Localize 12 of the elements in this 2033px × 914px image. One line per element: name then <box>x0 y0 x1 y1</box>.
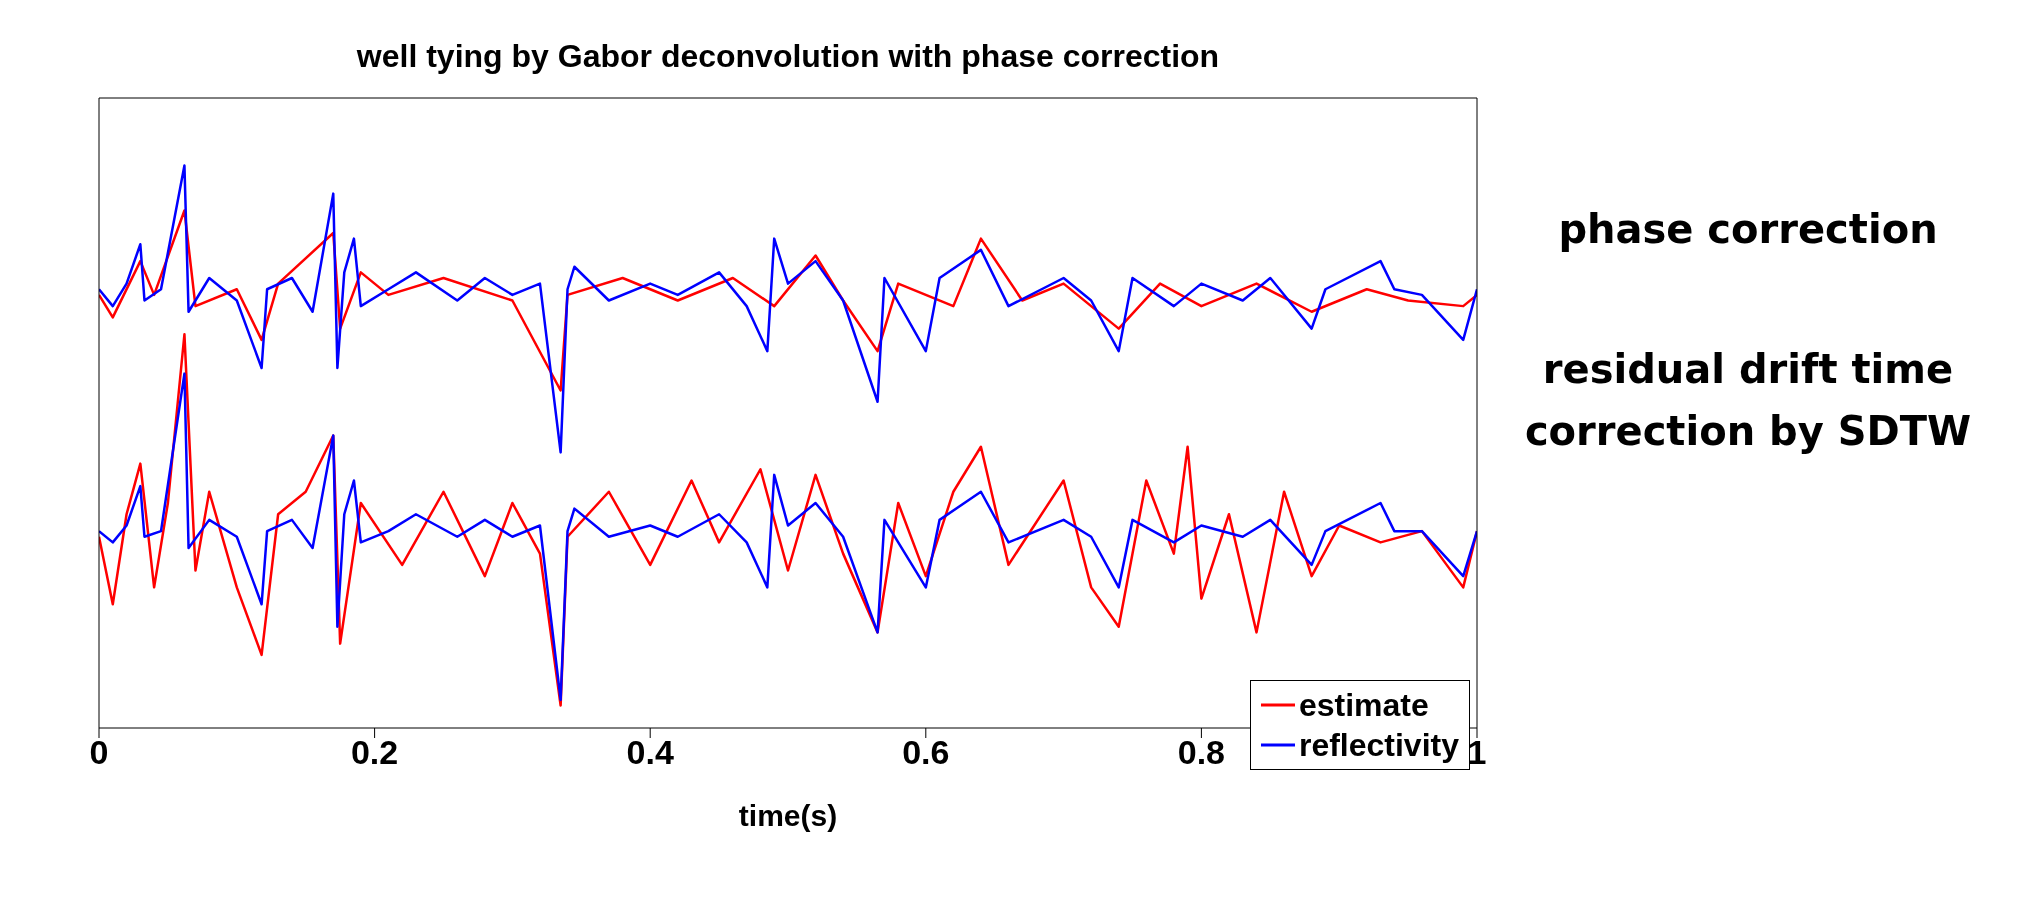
legend-label: reflectivity <box>1298 726 1459 765</box>
text: residual drift time correction by SDTW <box>1523 345 1973 456</box>
x-tick-label: 1 <box>1467 733 1487 772</box>
chart-title: well tying by Gabor deconvolution with phase correction <box>355 38 1221 75</box>
x-axis-title: time(s) <box>738 799 838 832</box>
x-tick-label: 0.6 <box>902 733 950 772</box>
x-tick-label: 0.4 <box>626 733 674 772</box>
x-tick-label: 0.8 <box>1177 733 1226 772</box>
text: phase correction <box>1557 205 1939 254</box>
x-tick-label: 0.2 <box>350 733 399 772</box>
x-tick-label: 0 <box>89 733 109 772</box>
legend-label: estimate <box>1298 686 1429 725</box>
